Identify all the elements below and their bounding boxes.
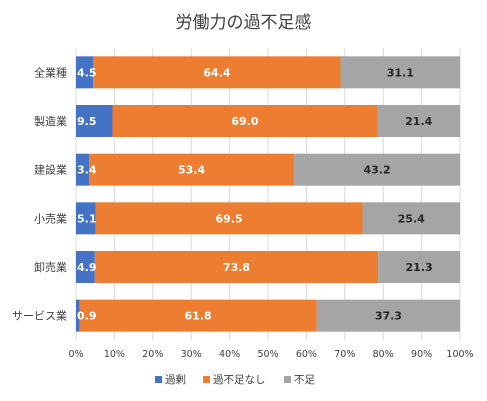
chart-title: 労働力の過不足感 xyxy=(176,13,312,33)
category-label: 製造業 xyxy=(34,114,67,128)
bar-segment xyxy=(316,299,460,332)
data-label: 37.3 xyxy=(375,310,402,323)
data-label: 3.4 xyxy=(77,164,97,177)
legend-swatch xyxy=(155,376,162,383)
bar-segment xyxy=(93,56,341,89)
x-tick-label: 50% xyxy=(257,349,278,360)
x-tick-label: 100% xyxy=(446,349,473,360)
x-tick-label: 60% xyxy=(296,349,317,360)
data-label: 9.5 xyxy=(77,115,97,128)
data-label: 43.2 xyxy=(363,164,390,177)
x-tick-label: 90% xyxy=(411,349,432,360)
data-label: 53.4 xyxy=(178,164,205,177)
bar-segment xyxy=(76,153,90,186)
bar-segment xyxy=(294,153,460,186)
data-label: 64.4 xyxy=(203,66,230,79)
bar-segment xyxy=(76,202,96,235)
value-axis: 0% 10% 20% 30% 40% 50% 60% 70% 80% 90% 100% xyxy=(68,349,473,360)
x-tick-label: 80% xyxy=(373,349,394,360)
bar-segment xyxy=(362,202,460,235)
data-label: 31.1 xyxy=(387,66,414,79)
data-label: 4.9 xyxy=(77,261,97,274)
bar-segment xyxy=(89,153,295,186)
data-label: 25.4 xyxy=(398,212,425,225)
data-label: 5.1 xyxy=(77,212,97,225)
bar-segment xyxy=(76,251,95,283)
category-label: サービス業 xyxy=(12,310,67,323)
data-label: 69.0 xyxy=(231,115,258,128)
bar-segment xyxy=(377,105,460,137)
bars xyxy=(76,56,460,332)
x-tick-label: 30% xyxy=(181,349,202,360)
x-tick-label: 40% xyxy=(219,349,240,360)
data-label: 69.5 xyxy=(215,212,242,225)
x-tick-label: 10% xyxy=(104,349,125,360)
bar-segment xyxy=(76,299,80,332)
bar-segment xyxy=(94,251,379,283)
data-label: 0.9 xyxy=(77,310,97,323)
data-label: 73.8 xyxy=(223,261,250,274)
category-label: 小売業 xyxy=(34,212,67,225)
category-label: 卸売業 xyxy=(34,260,67,274)
legend: 過剰 過不足なし 不足 xyxy=(155,374,315,386)
x-tick-label: 70% xyxy=(334,349,355,360)
legend-swatch xyxy=(284,376,291,383)
bar-segment xyxy=(76,56,94,89)
bar-segment xyxy=(79,299,317,332)
x-tick-label: 0% xyxy=(68,349,83,360)
data-label: 61.8 xyxy=(185,310,212,323)
data-label: 21.4 xyxy=(405,115,432,128)
data-label: 4.5 xyxy=(77,66,97,79)
bar-segment xyxy=(112,105,378,137)
x-tick-label: 20% xyxy=(142,349,163,360)
bar-segment xyxy=(378,251,460,283)
bar-segment xyxy=(340,56,460,89)
legend-swatch xyxy=(203,376,210,383)
legend-label: 不足 xyxy=(294,374,315,386)
bar-segment xyxy=(76,105,113,137)
bar-segment xyxy=(95,202,363,235)
data-label: 21.3 xyxy=(406,261,433,274)
gridlines xyxy=(75,48,461,340)
legend-label: 過不足なし xyxy=(213,374,266,386)
legend-label: 過剰 xyxy=(165,374,186,386)
category-label: 建設業 xyxy=(34,163,67,177)
category-label: 全業種 xyxy=(34,65,67,79)
data-labels: 4.5 64.4 31.1 9.5 69.0 21.4 3.4 53.4 43.2 5.1 69.5… xyxy=(77,66,433,322)
